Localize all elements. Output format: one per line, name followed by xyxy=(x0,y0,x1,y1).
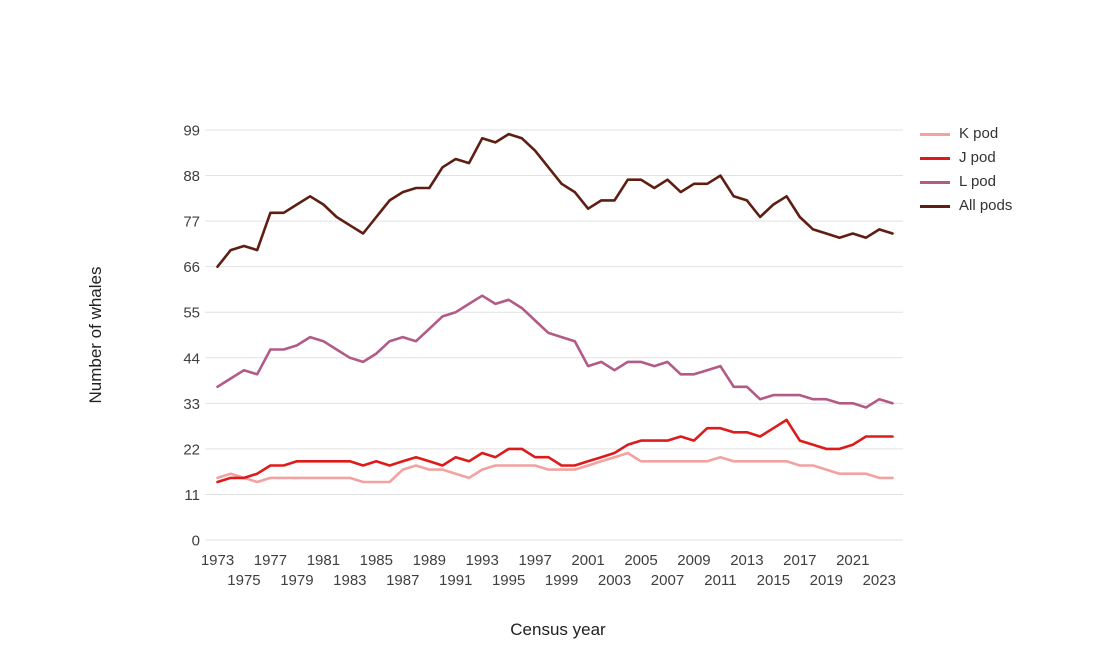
legend-item-j-pod[interactable]: J pod xyxy=(920,146,1012,170)
x-tick-label: 1975 xyxy=(227,572,260,589)
legend-item-l-pod[interactable]: L pod xyxy=(920,170,1012,194)
y-tick-label: 99 xyxy=(183,123,200,140)
x-tick-label: 1999 xyxy=(545,572,578,589)
x-tick-label: 1979 xyxy=(280,572,313,589)
x-tick-label: 1981 xyxy=(307,552,340,569)
x-tick-label: 2013 xyxy=(730,552,763,569)
l-pod-line-swatch xyxy=(920,180,950,184)
x-tick-label: 1973 xyxy=(201,552,234,569)
series-line-l-pod xyxy=(216,294,894,409)
y-tick-label: 33 xyxy=(183,396,200,413)
y-axis-title: Number of whales xyxy=(86,266,105,404)
legend-item-k-pod[interactable]: K pod xyxy=(920,122,1012,146)
legend: K pod J pod L pod All pods xyxy=(920,122,1012,218)
x-tick-labels: 1973 1977 1981 1985 1989 1993 1997 2001 2005 2009… xyxy=(201,552,896,589)
x-tick-label: 1983 xyxy=(333,572,366,589)
x-tick-label: 1993 xyxy=(466,552,499,569)
x-tick-label: 1997 xyxy=(518,552,551,569)
y-tick-label: 0 xyxy=(192,533,200,550)
x-tick-label: 1985 xyxy=(360,552,393,569)
y-tick-label: 88 xyxy=(183,168,200,185)
y-tick-label: 22 xyxy=(183,441,200,458)
legend-label-j-pod: J pod xyxy=(959,149,996,166)
series-line-all-pods xyxy=(216,132,894,269)
x-tick-label: 1995 xyxy=(492,572,525,589)
y-tick-labels: 0 11 22 33 44 55 66 77 88 99 xyxy=(183,123,200,550)
x-tick-label: 2021 xyxy=(836,552,869,569)
x-tick-label: 2001 xyxy=(571,552,604,569)
x-axis-title: Census year xyxy=(510,620,606,639)
k-pod-line-swatch xyxy=(920,132,950,136)
y-tick-label: 11 xyxy=(184,487,200,504)
x-tick-label: 1987 xyxy=(386,572,419,589)
x-tick-label: 1989 xyxy=(413,552,446,569)
legend-label-l-pod: L pod xyxy=(959,173,996,190)
x-tick-label: 2011 xyxy=(704,572,736,589)
x-tick-label: 2023 xyxy=(863,572,896,589)
series-line-j-pod xyxy=(216,418,894,484)
x-tick-label: 2009 xyxy=(677,552,710,569)
y-tick-label: 77 xyxy=(183,214,200,231)
legend-label-all-pods: All pods xyxy=(959,197,1013,214)
legend-label-k-pod: K pod xyxy=(959,125,999,142)
x-tick-label: 2003 xyxy=(598,572,631,589)
series-line-k-pod xyxy=(216,451,894,484)
x-tick-label: 2017 xyxy=(783,552,816,569)
x-tick-label: 2007 xyxy=(651,572,684,589)
x-tick-label: 2005 xyxy=(624,552,657,569)
x-tick-label: 2015 xyxy=(757,572,790,589)
x-tick-label: 2019 xyxy=(810,572,843,589)
x-tick-label: 1991 xyxy=(439,572,472,589)
y-tick-label: 44 xyxy=(183,350,200,367)
x-tick-label: 1977 xyxy=(254,552,287,569)
all-pods-line-swatch xyxy=(920,204,950,208)
j-pod-line-swatch xyxy=(920,156,950,160)
legend-item-all-pods[interactable]: All pods xyxy=(920,194,1012,218)
y-tick-label: 55 xyxy=(183,305,200,322)
y-tick-label: 66 xyxy=(183,259,200,276)
